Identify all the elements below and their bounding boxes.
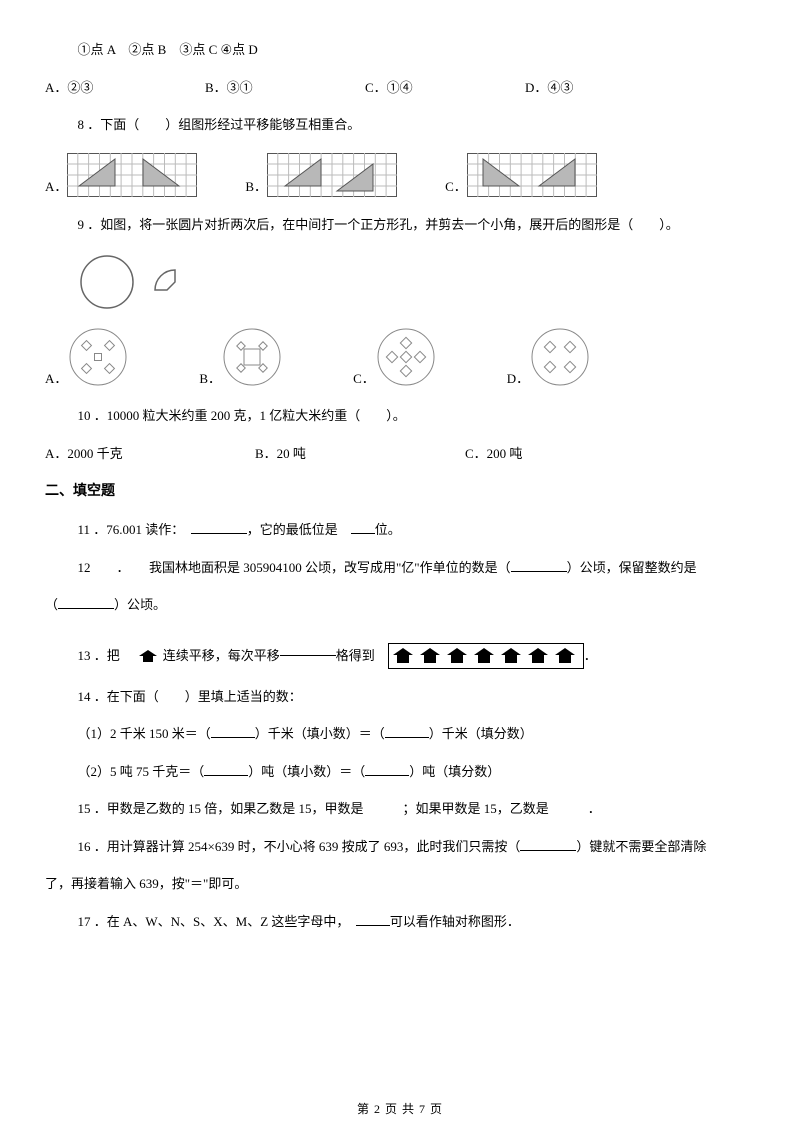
q14-text: 14 ．在下面（ ）里填上适当的数： xyxy=(45,687,755,707)
q12-b: ）公顷，保留整数约是 xyxy=(567,560,697,575)
q11-blank-1 xyxy=(191,533,247,534)
q9-fold-image xyxy=(77,252,755,312)
q12-blank-2 xyxy=(58,608,114,609)
q8-text: 8 ．下面（ ）组图形经过平移能够互相重合。 xyxy=(45,115,755,135)
q14-2c: ）吨（填分数） xyxy=(409,764,500,779)
q8-image-b xyxy=(267,153,397,197)
q10-opt-b: B．20 吨 xyxy=(255,444,465,464)
q15: 15 ．甲数是乙数的 15 倍，如果乙数是 15，甲数是 ；如果甲数是 15，乙… xyxy=(45,799,755,819)
q7-opt-b: B．③① xyxy=(205,78,365,98)
q8-label-b: B． xyxy=(245,177,267,197)
q13-c: 格得到 xyxy=(336,646,388,666)
q14-2b: ）吨（填小数）＝（ xyxy=(248,764,365,779)
q12-d: ）公顷。 xyxy=(114,597,166,612)
q11-b: ，它的最低位是 xyxy=(247,522,351,537)
q10-opt-a: A．2000 千克 xyxy=(45,444,255,464)
page-footer: 第 2 页 共 7 页 xyxy=(0,1100,800,1118)
q16-blank xyxy=(520,850,576,851)
q17: 17 ．在 A、W、N、S、X、M、Z 这些字母中， 可以看作轴对称图形． xyxy=(45,912,755,932)
q9-image-d xyxy=(529,326,591,388)
q14-1b: ）千米（填小数）＝（ xyxy=(255,726,385,741)
q9-image-a xyxy=(67,326,129,388)
q16-a: 16 ．用计算器计算 254×639 时，不小心将 639 按成了 693，此时… xyxy=(78,839,521,854)
q17-b: 可以看作轴对称图形． xyxy=(390,914,520,929)
q9-option-row: A． B． C． D． xyxy=(45,326,755,388)
q12-line2: （ ）公顷。 xyxy=(45,595,755,615)
q13-hat-icon xyxy=(137,648,159,664)
q14-1a: （1）2 千米 150 米＝（ xyxy=(78,726,211,741)
q9-label-a: A． xyxy=(45,369,67,389)
q13-hat-strip xyxy=(388,643,584,669)
q13-d: ． xyxy=(584,646,597,666)
q7-opt-d: D．④③ xyxy=(525,78,685,98)
q11-blank-2 xyxy=(351,533,375,534)
q16-line2: 了，再接着输入 639，按"＝"即可。 xyxy=(45,874,755,894)
q13: 13 ．把 连续平移，每次平移 格得到 ． xyxy=(45,643,755,669)
q7-opt-c: C．①④ xyxy=(365,78,525,98)
q14-1-blank2 xyxy=(385,737,429,738)
q11: 11 ．76.001 读作： ，它的最低位是 位。 xyxy=(45,520,755,540)
q13-a: 13 ．把 xyxy=(78,646,133,666)
q9-text: 9 ．如图，将一张圆片对折两次后，在中间打一个正方形孔，并剪去一个小角，展开后的… xyxy=(45,215,755,235)
q11-a: 11 ．76.001 读作： xyxy=(78,522,191,537)
q14-2-blank2 xyxy=(365,775,409,776)
q7-opt-a: A．②③ xyxy=(45,78,205,98)
q12-line1: 12 ． 我国林地面积是 305904100 公顷，改写成用"亿"作单位的数是（… xyxy=(45,558,755,578)
q9-image-b xyxy=(221,326,283,388)
q9-label-c: C． xyxy=(353,369,375,389)
q7-options: A．②③ B．③① C．①④ D．④③ xyxy=(45,78,755,98)
q14-1c: ）千米（填分数） xyxy=(429,726,533,741)
q17-a: 17 ．在 A、W、N、S、X、M、Z 这些字母中， xyxy=(78,914,356,929)
q14-2: （2）5 吨 75 千克＝（ ）吨（填小数）＝（ ）吨（填分数） xyxy=(45,762,755,782)
q7-choices: ①点 A ②点 B ③点 C ④点 D xyxy=(45,40,755,60)
section-2-title: 二、填空题 xyxy=(45,481,755,502)
q12-a: 12 ． 我国林地面积是 305904100 公顷，改写成用"亿"作单位的数是（ xyxy=(78,560,511,575)
q9-label-d: D． xyxy=(507,369,529,389)
q9-label-b: B． xyxy=(199,369,221,389)
q8-image-row: A． B． xyxy=(45,153,755,197)
q8-label-a: A． xyxy=(45,177,67,197)
q14-2-blank1 xyxy=(204,775,248,776)
q8-image-a xyxy=(67,153,197,197)
q16-b: ）键就不需要全部清除 xyxy=(576,839,706,854)
q14-2a: （2）5 吨 75 千克＝（ xyxy=(78,764,205,779)
q14-1: （1）2 千米 150 米＝（ ）千米（填小数）＝（ ）千米（填分数） xyxy=(45,724,755,744)
q12-blank-1 xyxy=(511,571,567,572)
q10-options: A．2000 千克 B．20 吨 C．200 吨 xyxy=(45,444,755,464)
q12-c: （ xyxy=(45,597,58,612)
q17-blank xyxy=(356,925,390,926)
q8-label-c: C． xyxy=(445,177,467,197)
q8-image-c xyxy=(467,153,597,197)
q10-text: 10 ．10000 粒大米约重 200 克，1 亿粒大米约重（ ）。 xyxy=(45,406,755,426)
q14-1-blank1 xyxy=(211,737,255,738)
q13-b: 连续平移，每次平移 xyxy=(163,646,280,666)
q9-image-c xyxy=(375,326,437,388)
q11-c: 位。 xyxy=(375,522,401,537)
q13-blank xyxy=(280,655,336,656)
q10-opt-c: C．200 吨 xyxy=(465,444,675,464)
q16-line1: 16 ．用计算器计算 254×639 时，不小心将 639 按成了 693，此时… xyxy=(45,837,755,857)
